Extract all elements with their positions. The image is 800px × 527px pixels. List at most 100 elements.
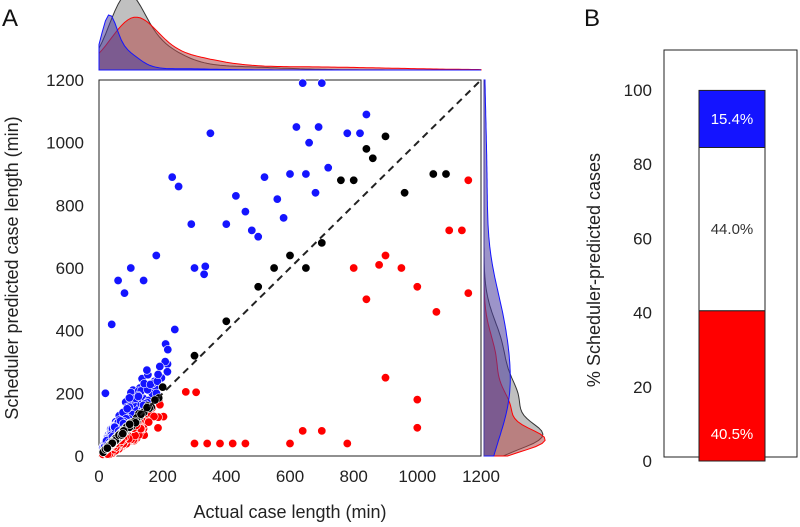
scatter-point xyxy=(361,144,371,154)
scatter-point xyxy=(349,175,359,185)
bar-y-tick-label: 60 xyxy=(633,229,652,248)
scatter-point xyxy=(361,110,371,120)
scatter-point xyxy=(191,387,201,397)
scatter-point xyxy=(190,263,200,273)
scatter-x-ticks: 0 200 400 600 800 1000 1200 xyxy=(94,467,500,486)
scatter-point xyxy=(120,288,130,298)
scatter-point xyxy=(323,163,333,173)
scatter-point xyxy=(269,263,279,273)
scatter-point xyxy=(215,438,225,448)
y-tick-label: 200 xyxy=(56,384,84,403)
scatter-point xyxy=(190,351,200,361)
scatter-point xyxy=(304,138,314,148)
density-over xyxy=(98,14,481,71)
scatter-point xyxy=(125,419,135,429)
scatter-point xyxy=(247,225,257,235)
scatter-y-ticks: 0 200 400 600 800 1000 1200 xyxy=(46,71,84,466)
scatter-point xyxy=(412,423,422,433)
y-tick-label: 400 xyxy=(56,322,84,341)
scatter-point xyxy=(317,78,327,88)
bar-y-tick-label: 80 xyxy=(633,155,652,174)
bar-y-tick-label: 20 xyxy=(633,378,652,397)
bar-y-tick-label: 0 xyxy=(643,452,652,471)
bar-segment-over-predicted xyxy=(698,89,766,148)
bar-y-ticks: 0 20 40 60 80 100 xyxy=(624,81,652,471)
scatter-point xyxy=(118,429,128,439)
scatter-point xyxy=(314,122,324,132)
scatter-point xyxy=(285,251,295,261)
scatter-point xyxy=(144,417,154,427)
scatter-point xyxy=(167,172,177,182)
scatter-point xyxy=(100,388,110,398)
scatter-x-axis-label: Actual case length (min) xyxy=(193,502,386,522)
scatter-point xyxy=(298,78,308,88)
scatter-point xyxy=(200,261,210,271)
scatter-point xyxy=(441,169,451,179)
y-tick-label: 800 xyxy=(56,196,84,215)
scatter-point xyxy=(400,188,410,198)
scatter-point xyxy=(102,443,112,453)
scatter-point xyxy=(163,345,173,355)
scatter-point xyxy=(285,169,295,179)
scatter-point xyxy=(336,175,346,185)
scatter-point xyxy=(199,269,209,279)
scatter-point xyxy=(162,367,172,377)
scatter-point xyxy=(444,225,454,235)
identity-reference-line xyxy=(139,79,482,417)
scatter-point xyxy=(142,365,152,375)
scatter-point xyxy=(349,263,359,273)
scatter-point xyxy=(355,128,365,138)
y-tick-label: 0 xyxy=(75,447,84,466)
scatter-point xyxy=(133,391,143,401)
top-marginal-density xyxy=(98,0,482,71)
scatter-point xyxy=(301,169,311,179)
scatter-point xyxy=(253,232,263,242)
scatter-point xyxy=(298,426,308,436)
scatter-point xyxy=(310,188,320,198)
scatter-point xyxy=(221,219,231,229)
scatter-point xyxy=(231,191,241,201)
scatter-point xyxy=(122,404,132,414)
right-marginal-density xyxy=(483,79,546,457)
scatter-point xyxy=(291,122,301,132)
x-tick-label: 0 xyxy=(94,467,103,486)
bar-y-tick-label: 100 xyxy=(624,81,652,100)
scatter-point xyxy=(342,128,352,138)
segment-label-under: 40.5% xyxy=(711,426,754,443)
scatter-point xyxy=(107,319,117,329)
bar-segment-accurate xyxy=(698,147,766,312)
scatter-point xyxy=(380,373,390,383)
scatter-y-axis-label: Scheduler predicted case length (min) xyxy=(2,116,22,419)
scatter-point xyxy=(190,438,200,448)
density-over-right xyxy=(483,79,511,457)
scatter-point xyxy=(221,316,231,326)
scatter-point xyxy=(113,275,123,285)
scatter-point xyxy=(202,438,212,448)
scatter-point xyxy=(181,387,191,397)
scatter-point xyxy=(374,260,384,270)
x-tick-label: 1000 xyxy=(398,467,436,486)
scatter-point xyxy=(457,225,467,235)
scatter-point xyxy=(428,169,438,179)
scatter-point xyxy=(149,411,159,421)
scatter-point xyxy=(139,275,149,285)
scatter-point xyxy=(253,282,263,292)
scatter-point xyxy=(317,238,327,248)
scatter-point xyxy=(205,128,215,138)
scatter-point xyxy=(240,438,250,448)
scatter-point xyxy=(279,213,289,223)
scatter-point xyxy=(124,393,134,403)
scatter-point xyxy=(170,324,180,334)
scatter-point xyxy=(463,175,473,185)
scatter-point xyxy=(126,263,136,273)
x-tick-label: 800 xyxy=(340,467,368,486)
bar-segment-under-predicted xyxy=(698,310,766,462)
scatter-point xyxy=(272,194,282,204)
scatter-point xyxy=(463,288,473,298)
x-tick-label: 200 xyxy=(149,467,177,486)
stacked-bar xyxy=(698,89,766,462)
scatter-point xyxy=(186,219,196,229)
x-tick-label: 400 xyxy=(212,467,240,486)
panel-a-label: A xyxy=(2,5,18,32)
